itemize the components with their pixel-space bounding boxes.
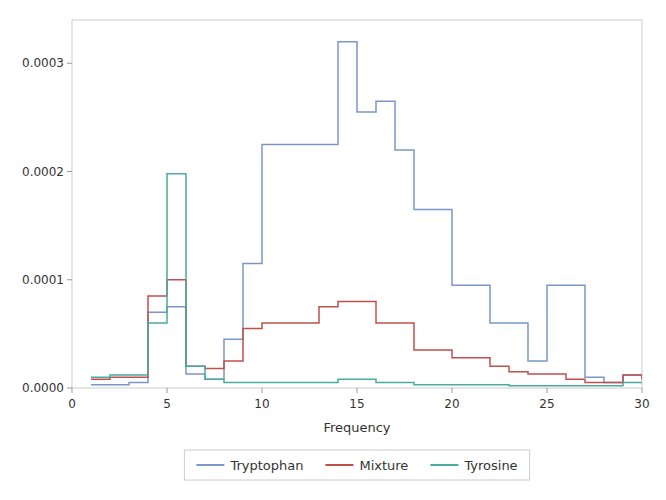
y-tick-label: 0.0001 (22, 273, 64, 287)
legend-label: Tyrosine (463, 458, 517, 473)
legend-box (184, 450, 529, 480)
x-tick-label: 15 (349, 397, 364, 411)
y-tick-label: 0.0000 (22, 381, 64, 395)
x-tick (642, 388, 643, 393)
x-tick-label: 0 (68, 397, 76, 411)
y-tick (67, 279, 72, 280)
x-tick (547, 388, 548, 393)
series-line (91, 280, 642, 383)
y-axis: 0.0000 0.0001 0.0002 0.0003 (22, 56, 72, 395)
plot-area (91, 42, 642, 386)
y-tick (67, 63, 72, 64)
x-tick-label: 10 (254, 397, 269, 411)
legend-swatch (325, 464, 353, 466)
x-tick-label: 30 (634, 397, 649, 411)
legend-label: Mixture (359, 458, 408, 473)
legend-label: Tryptophan (229, 458, 303, 473)
x-axis-label: Frequency (323, 420, 390, 435)
x-tick-label: 5 (163, 397, 171, 411)
y-tick-label: 0.0002 (22, 165, 64, 179)
y-tick-label: 0.0003 (22, 56, 64, 70)
x-tick (72, 388, 73, 393)
x-tick (357, 388, 358, 393)
y-tick (67, 171, 72, 172)
plot-frame (72, 20, 642, 388)
y-tick (67, 388, 72, 389)
x-axis: 0 5 10 15 20 25 30 (68, 388, 649, 411)
x-tick (262, 388, 263, 393)
series-line (91, 174, 642, 386)
x-tick (167, 388, 168, 393)
series-line (91, 42, 642, 385)
x-tick-label: 25 (539, 397, 554, 411)
x-tick (452, 388, 453, 393)
legend-swatch (430, 464, 458, 466)
chart: 0.0000 0.0001 0.0002 0.0003 0 5 10 15 20 25 30 Freq… (0, 0, 666, 500)
legend: Tryptophan Mixture Tyrosine (184, 450, 529, 480)
x-tick-label: 20 (444, 397, 459, 411)
legend-swatch (196, 464, 224, 466)
